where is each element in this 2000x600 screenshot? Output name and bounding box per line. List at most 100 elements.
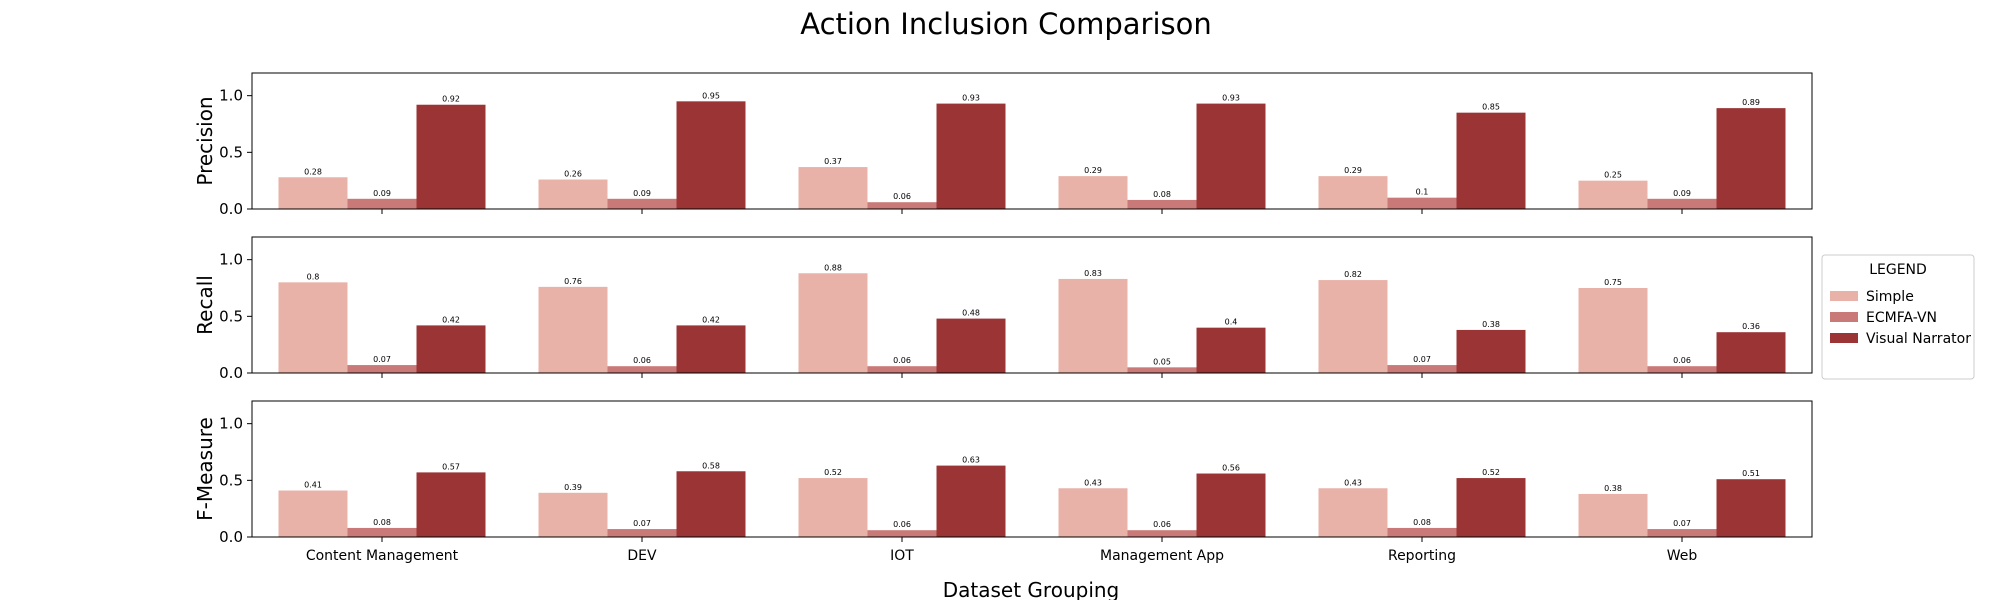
bar [1387,197,1457,209]
data-label: 0.06 [1153,520,1171,529]
bar [1196,473,1266,537]
bar [1456,112,1526,209]
data-label: 0.38 [1482,320,1500,329]
bar [1196,103,1266,209]
bar [1127,199,1197,209]
y-tick-label: 0.0 [219,364,243,382]
data-label: 0.07 [1673,519,1691,528]
bar [607,366,677,373]
y-tick-label: 0.5 [219,143,243,161]
bar [1058,176,1128,209]
legend: LEGEND Simple ECMFA-VN Visual Narrator [1821,254,1975,380]
legend-entry: Simple [1866,289,1914,305]
bar [538,492,608,537]
legend-entry: Visual Narrator [1866,331,1971,347]
bar [867,202,937,209]
y-tick-label: 0.5 [219,307,243,325]
data-label: 0.1 [1416,188,1429,197]
y-tick-label: 0.0 [219,528,243,546]
bar [936,318,1006,373]
legend-entry: ECMFA-VN [1866,310,1937,326]
bar [1716,332,1786,373]
bar [1196,327,1266,373]
bar [1318,176,1388,209]
data-label: 0.43 [1344,478,1362,487]
bar [347,198,417,209]
y-tick-label: 1.0 [219,87,243,105]
data-label: 0.07 [633,519,651,528]
bar [1387,527,1457,537]
bar [1647,529,1717,537]
chart-title: Action Inclusion Comparison [800,7,1212,41]
bar [1647,366,1717,373]
x-tick-label: DEV [627,548,657,564]
bar [1058,488,1128,537]
data-label: 0.28 [304,167,322,176]
data-label: 0.56 [1222,464,1240,473]
bar [416,472,486,537]
bar [798,167,868,209]
data-label: 0.05 [1153,357,1171,366]
bar [1647,198,1717,209]
y-axis-label: Recall [193,275,217,335]
legend-box [1821,254,1975,380]
data-label: 0.25 [1604,171,1622,180]
bar [538,179,608,209]
data-label: 0.88 [824,263,842,272]
data-label: 0.63 [962,456,980,465]
data-label: 0.09 [373,189,391,198]
bar [1318,280,1388,373]
bar [607,198,677,209]
data-label: 0.06 [893,520,911,529]
bar [1578,493,1648,537]
data-label: 0.57 [442,462,460,471]
plot-frame [251,236,1813,374]
data-label: 0.36 [1742,322,1760,331]
data-label: 0.89 [1742,98,1760,107]
panel-f-measure: 0.41 0.39 0.52 0.43 0.43 0.38 0.08 0.07 0.06 0.06… [193,400,1813,546]
data-label: 0.93 [962,94,980,103]
data-label: 0.06 [893,356,911,365]
bar [798,478,868,537]
data-label: 0.09 [633,189,651,198]
y-tick-label: 1.0 [219,251,243,269]
data-label: 0.29 [1084,166,1102,175]
bar [1127,367,1197,373]
data-label: 0.09 [1673,189,1691,198]
data-label: 0.07 [1413,355,1431,364]
legend-swatch [1830,312,1858,322]
x-tick-label: Content Management [306,548,459,564]
data-label: 0.06 [633,356,651,365]
plot-frame [251,400,1813,538]
bar [607,529,677,537]
data-label: 0.29 [1344,166,1362,175]
y-axis-label: F-Measure [193,417,217,521]
data-label: 0.51 [1742,469,1760,478]
legend-swatch [1830,333,1858,343]
bar [1578,288,1648,373]
data-label: 0.07 [373,355,391,364]
data-label: 0.06 [1673,356,1691,365]
bar [278,490,348,537]
data-label: 0.42 [702,315,720,324]
data-label: 0.85 [1482,103,1500,112]
data-label: 0.38 [1604,484,1622,493]
data-label: 0.08 [1153,190,1171,199]
data-label: 0.75 [1604,278,1622,287]
bar [347,527,417,537]
bar [1058,278,1128,373]
legend-title: LEGEND [1869,262,1927,278]
bar [1387,365,1457,373]
data-label: 0.93 [1222,94,1240,103]
y-axis-label: Precision [193,96,217,185]
bar [1456,329,1526,373]
bar [538,286,608,373]
x-tick-label: IOT [890,548,914,564]
y-tick-label: 0.0 [219,200,243,218]
data-label: 0.82 [1344,270,1362,279]
bar [278,282,348,373]
data-label: 0.58 [702,461,720,470]
bar [867,366,937,373]
data-label: 0.08 [1413,518,1431,527]
